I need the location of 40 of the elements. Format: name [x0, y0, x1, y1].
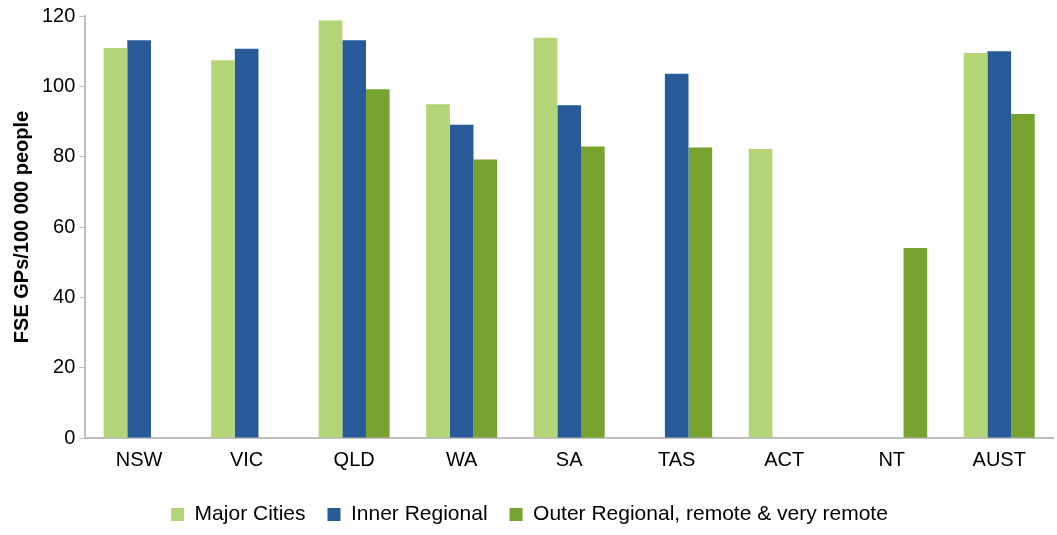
bar — [533, 37, 558, 438]
bar — [987, 51, 1012, 438]
x-tick-label: VIC — [229, 447, 264, 470]
bar — [748, 148, 773, 438]
x-tick-label: NT — [878, 447, 906, 470]
bar — [963, 52, 988, 438]
bar — [473, 159, 498, 438]
bar — [234, 48, 259, 438]
bar — [581, 146, 605, 438]
bar — [688, 147, 713, 438]
x-tick-label: SA — [555, 447, 584, 470]
legend-label: Inner Regional — [350, 501, 488, 525]
x-tick-label: WA — [445, 447, 479, 470]
bar — [449, 124, 474, 438]
bar — [557, 105, 582, 438]
x-tick-label: ACT — [764, 447, 805, 470]
y-tick-label: 60 — [53, 214, 76, 237]
bar — [1011, 114, 1035, 438]
y-tick-label: 20 — [53, 355, 76, 378]
legend-label: Outer Regional, remote & very remote — [533, 501, 888, 525]
bar — [365, 89, 390, 438]
legend-label: Major Cities — [194, 501, 306, 525]
x-tick-label: NSW — [115, 447, 163, 470]
bar — [318, 20, 343, 438]
bar — [426, 104, 450, 438]
y-tick-label: 40 — [53, 284, 76, 307]
bar — [211, 60, 235, 438]
bar — [127, 40, 151, 438]
bar — [903, 248, 928, 438]
y-tick-label: 100 — [41, 73, 76, 96]
bar — [103, 48, 128, 438]
x-tick-label: AUST — [972, 447, 1026, 470]
x-tick-label: QLD — [333, 447, 375, 470]
bar — [342, 40, 366, 438]
y-tick-label: 120 — [41, 3, 76, 26]
y-tick-label: 0 — [64, 425, 76, 448]
y-axis-title: FSE GPs/100 000 people — [9, 110, 32, 344]
bar — [664, 73, 689, 438]
x-tick-label: TAS — [657, 447, 696, 470]
y-tick-label: 80 — [53, 144, 76, 167]
